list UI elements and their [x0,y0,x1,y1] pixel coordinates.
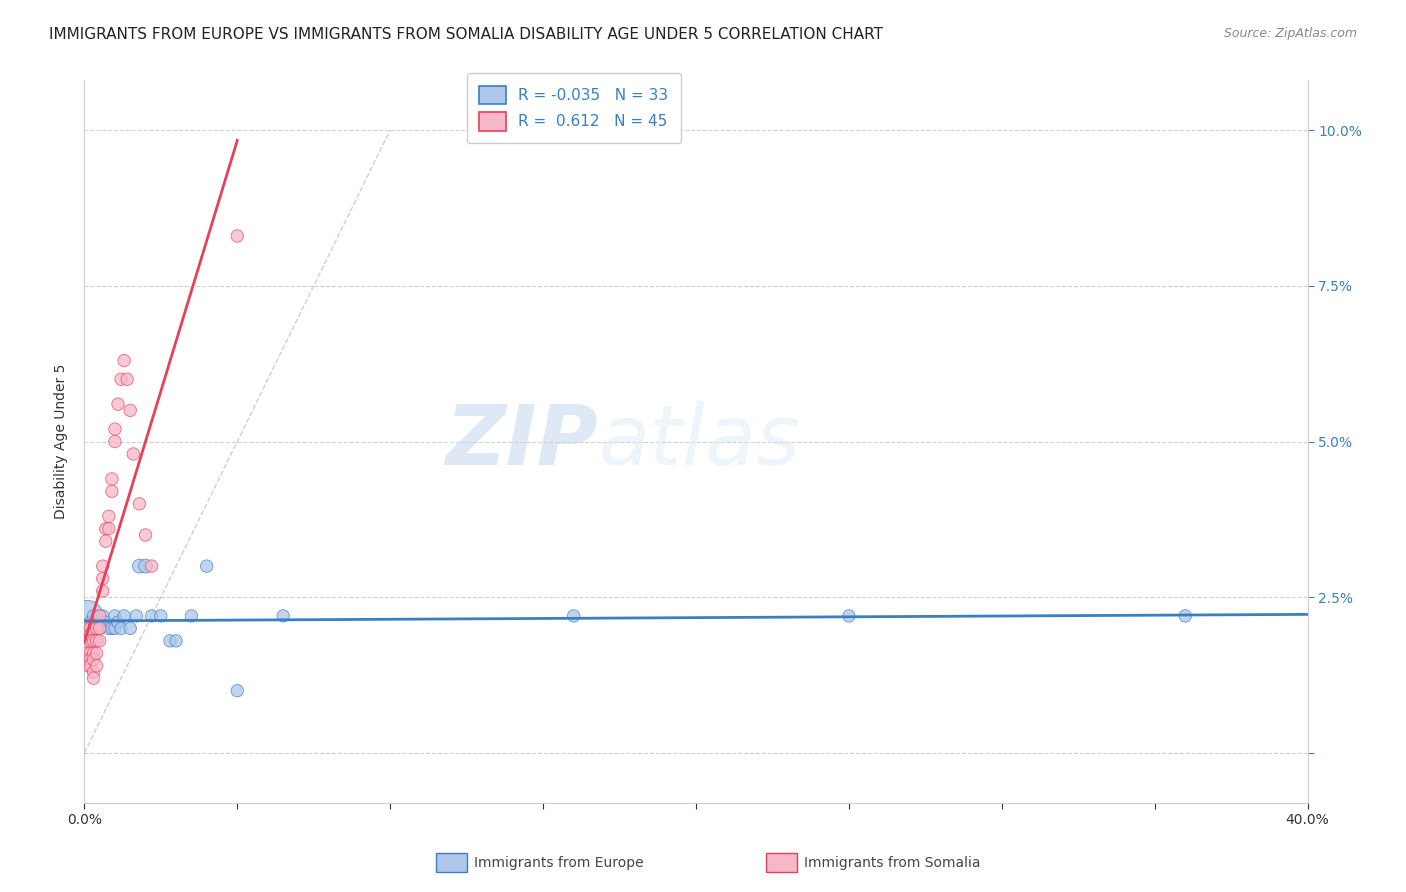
Point [97,509,120,524]
Point [101,472,124,486]
Point [141,609,163,624]
Point [562,609,585,624]
Point [165,633,187,648]
Point [86,658,108,673]
Point [97,522,120,536]
Point [104,434,127,449]
Point [101,621,124,635]
Point [86,633,108,648]
Point [122,447,145,461]
Point [86,646,108,660]
Text: ZIP: ZIP [446,401,598,482]
Text: Source: ZipAtlas.com: Source: ZipAtlas.com [1223,27,1357,40]
Point [76,609,98,624]
Point [135,528,157,542]
Text: atlas: atlas [598,401,800,482]
Point [76,633,98,648]
Point [79,627,101,641]
Point [76,652,98,666]
Point [115,372,138,386]
Point [112,353,135,368]
Point [89,621,111,635]
Point [120,403,142,417]
Point [135,559,157,574]
Point [110,372,132,386]
Point [128,559,150,574]
Point [91,609,114,624]
Point [141,559,163,574]
Point [159,633,181,648]
Point [91,559,114,574]
Point [101,484,124,499]
Point [226,229,249,244]
Y-axis label: Disability Age Under 5: Disability Age Under 5 [55,364,69,519]
Point [89,609,111,624]
Point [83,609,105,624]
Text: Immigrants from Europe: Immigrants from Europe [474,855,644,870]
Point [79,615,101,630]
Point [83,633,105,648]
Point [79,621,101,635]
Point [104,422,127,436]
Point [195,559,218,574]
Text: IMMIGRANTS FROM EUROPE VS IMMIGRANTS FROM SOMALIA DISABILITY AGE UNDER 5 CORRELA: IMMIGRANTS FROM EUROPE VS IMMIGRANTS FRO… [49,27,883,42]
Point [180,609,202,624]
Point [94,534,117,549]
Point [86,621,108,635]
Point [89,633,111,648]
Text: Immigrants from Somalia: Immigrants from Somalia [804,855,981,870]
Point [271,609,294,624]
Point [83,671,105,685]
Point [149,609,172,624]
Point [79,658,101,673]
Point [83,652,105,666]
Point [120,621,142,635]
Point [104,621,127,635]
Point [226,683,249,698]
Point [110,621,132,635]
Point [83,665,105,679]
Point [76,640,98,654]
Point [94,615,117,630]
Point [838,609,860,624]
Point [104,609,127,624]
Point [128,497,150,511]
Point [125,609,148,624]
Point [76,646,98,660]
Point [79,646,101,660]
Point [79,652,101,666]
Point [86,621,108,635]
Legend: R = -0.035   N = 33, R =  0.612   N = 45: R = -0.035 N = 33, R = 0.612 N = 45 [467,73,681,143]
Point [97,621,120,635]
Point [86,633,108,648]
Point [107,397,129,411]
Point [1174,609,1197,624]
Point [76,621,98,635]
Point [89,621,111,635]
Point [83,621,105,635]
Point [79,633,101,648]
Point [89,615,111,630]
Point [91,584,114,599]
Point [91,572,114,586]
Point [83,646,105,660]
Point [94,522,117,536]
Point [79,627,101,641]
Point [112,609,135,624]
Point [107,615,129,630]
Point [76,658,98,673]
